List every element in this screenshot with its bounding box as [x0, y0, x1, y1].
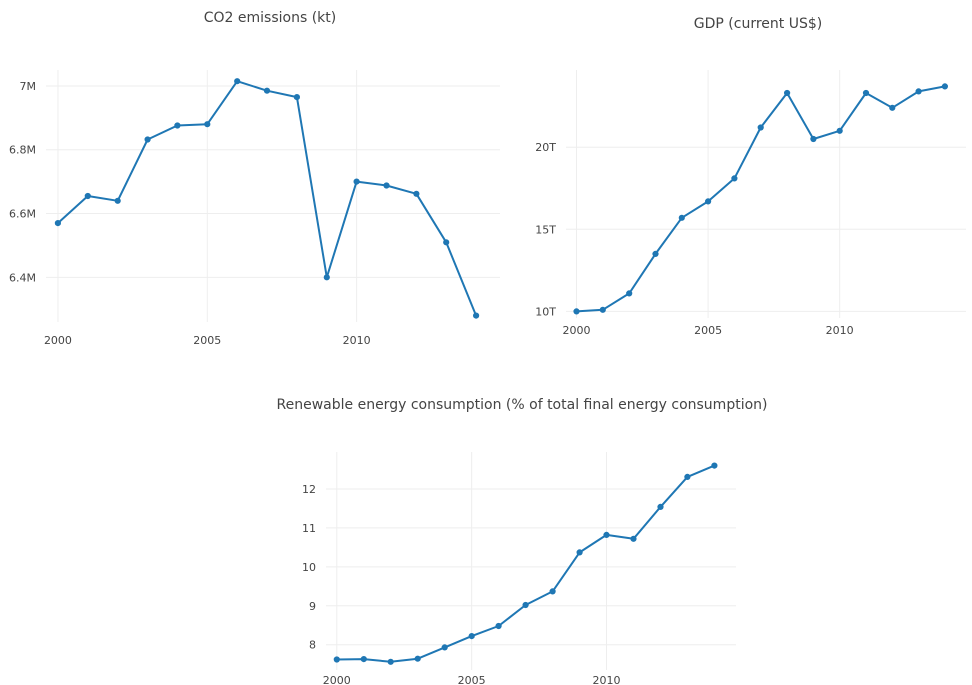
gdp-data-point[interactable] [678, 214, 685, 221]
renewable-data-point[interactable] [414, 655, 421, 662]
renewable-data-point[interactable] [360, 656, 367, 663]
renewable-data-point[interactable] [468, 633, 475, 640]
gdp-data-point[interactable] [599, 306, 606, 313]
renewable-data-point[interactable] [441, 644, 448, 651]
gdp-data-point[interactable] [941, 83, 949, 90]
renewable-data-point[interactable] [495, 622, 502, 630]
co2-y-tick-label: 7M [20, 80, 37, 93]
renewable-series-line [336, 464, 715, 663]
co2-chart-title: CO2 emissions (kt) [204, 10, 336, 26]
gdp-x-tick-label: 2005 [694, 324, 722, 337]
co2-data-point[interactable] [443, 239, 450, 246]
renewable-data-point[interactable] [333, 656, 340, 663]
co2-data-point[interactable] [174, 122, 181, 129]
co2-x-tick-label: 2010 [343, 334, 371, 347]
gdp-x-tick-label: 2010 [826, 324, 854, 337]
renewable-energy-chart: Renewable energy consumption (% of total… [277, 397, 768, 685]
gdp-data-point[interactable] [757, 124, 764, 131]
renewable-x-tick-label: 2000 [323, 674, 351, 685]
co2-data-point[interactable] [114, 197, 121, 204]
renewable-data-point[interactable] [522, 601, 529, 609]
renewable-data-point[interactable] [684, 473, 691, 480]
gdp-data-point[interactable] [784, 89, 791, 97]
renewable-chart-title: Renewable energy consumption (% of total… [277, 397, 768, 413]
renewable-y-tick-label: 11 [302, 522, 316, 535]
gdp-y-tick-label: 10T [535, 305, 556, 318]
co2-y-tick-label: 6.6M [9, 208, 36, 221]
co2-data-point[interactable] [144, 136, 151, 143]
co2-data-point[interactable] [383, 182, 390, 189]
co2-data-point[interactable] [293, 94, 300, 101]
gdp-y-tick-label: 20T [535, 141, 556, 154]
gdp-data-point[interactable] [626, 290, 633, 297]
gdp-data-point[interactable] [652, 250, 659, 257]
gdp-data-point[interactable] [573, 308, 580, 315]
co2-y-tick-label: 6.4M [9, 271, 36, 284]
gdp-data-point[interactable] [889, 104, 896, 111]
renewable-data-point[interactable] [549, 588, 556, 595]
renewable-x-tick-label: 2005 [458, 674, 486, 685]
renewable-x-tick-label: 2010 [593, 674, 621, 685]
gdp-data-point[interactable] [705, 198, 712, 205]
gdp-x-tick-label: 2000 [563, 324, 591, 337]
renewable-y-tick-label: 12 [302, 483, 316, 496]
gdp-data-point[interactable] [862, 89, 870, 97]
renewable-data-point[interactable] [711, 462, 718, 469]
co2-data-point[interactable] [413, 190, 420, 197]
renewable-y-tick-label: 9 [309, 600, 316, 613]
renewable-y-tick-label: 8 [309, 639, 316, 652]
co2-emissions-chart: CO2 emissions (kt) 2000 2005 2010 6.4M 6.6M 6… [9, 10, 500, 347]
gdp-chart-title: GDP (current US$) [694, 16, 822, 32]
gdp-y-tick-label: 15T [535, 223, 556, 236]
co2-data-point[interactable] [204, 121, 211, 128]
renewable-data-point[interactable] [576, 549, 583, 556]
gdp-data-point[interactable] [915, 88, 922, 95]
co2-data-point[interactable] [473, 312, 480, 319]
co2-series-line [57, 80, 478, 316]
gdp-data-point[interactable] [731, 175, 738, 182]
renewable-data-point[interactable] [657, 503, 664, 510]
co2-data-point[interactable] [54, 220, 62, 227]
co2-x-tick-label: 2005 [193, 334, 221, 347]
co2-data-point[interactable] [353, 178, 360, 185]
renewable-y-tick-label: 10 [302, 561, 316, 574]
co2-y-tick-label: 6.8M [9, 144, 36, 157]
co2-data-point[interactable] [234, 78, 241, 85]
renewable-data-point[interactable] [387, 658, 394, 665]
co2-data-point[interactable] [323, 274, 330, 281]
renewable-data-point[interactable] [630, 535, 637, 542]
gdp-data-point[interactable] [836, 127, 843, 134]
co2-x-tick-label: 2000 [44, 334, 72, 347]
gdp-series-line [576, 85, 946, 313]
co2-data-point[interactable] [84, 192, 91, 200]
co2-data-point[interactable] [263, 87, 271, 94]
gdp-data-point[interactable] [810, 135, 817, 143]
gdp-chart: GDP (current US$) 2000 2005 2010 10T 15T 20T [535, 16, 966, 337]
renewable-data-point[interactable] [603, 531, 610, 539]
